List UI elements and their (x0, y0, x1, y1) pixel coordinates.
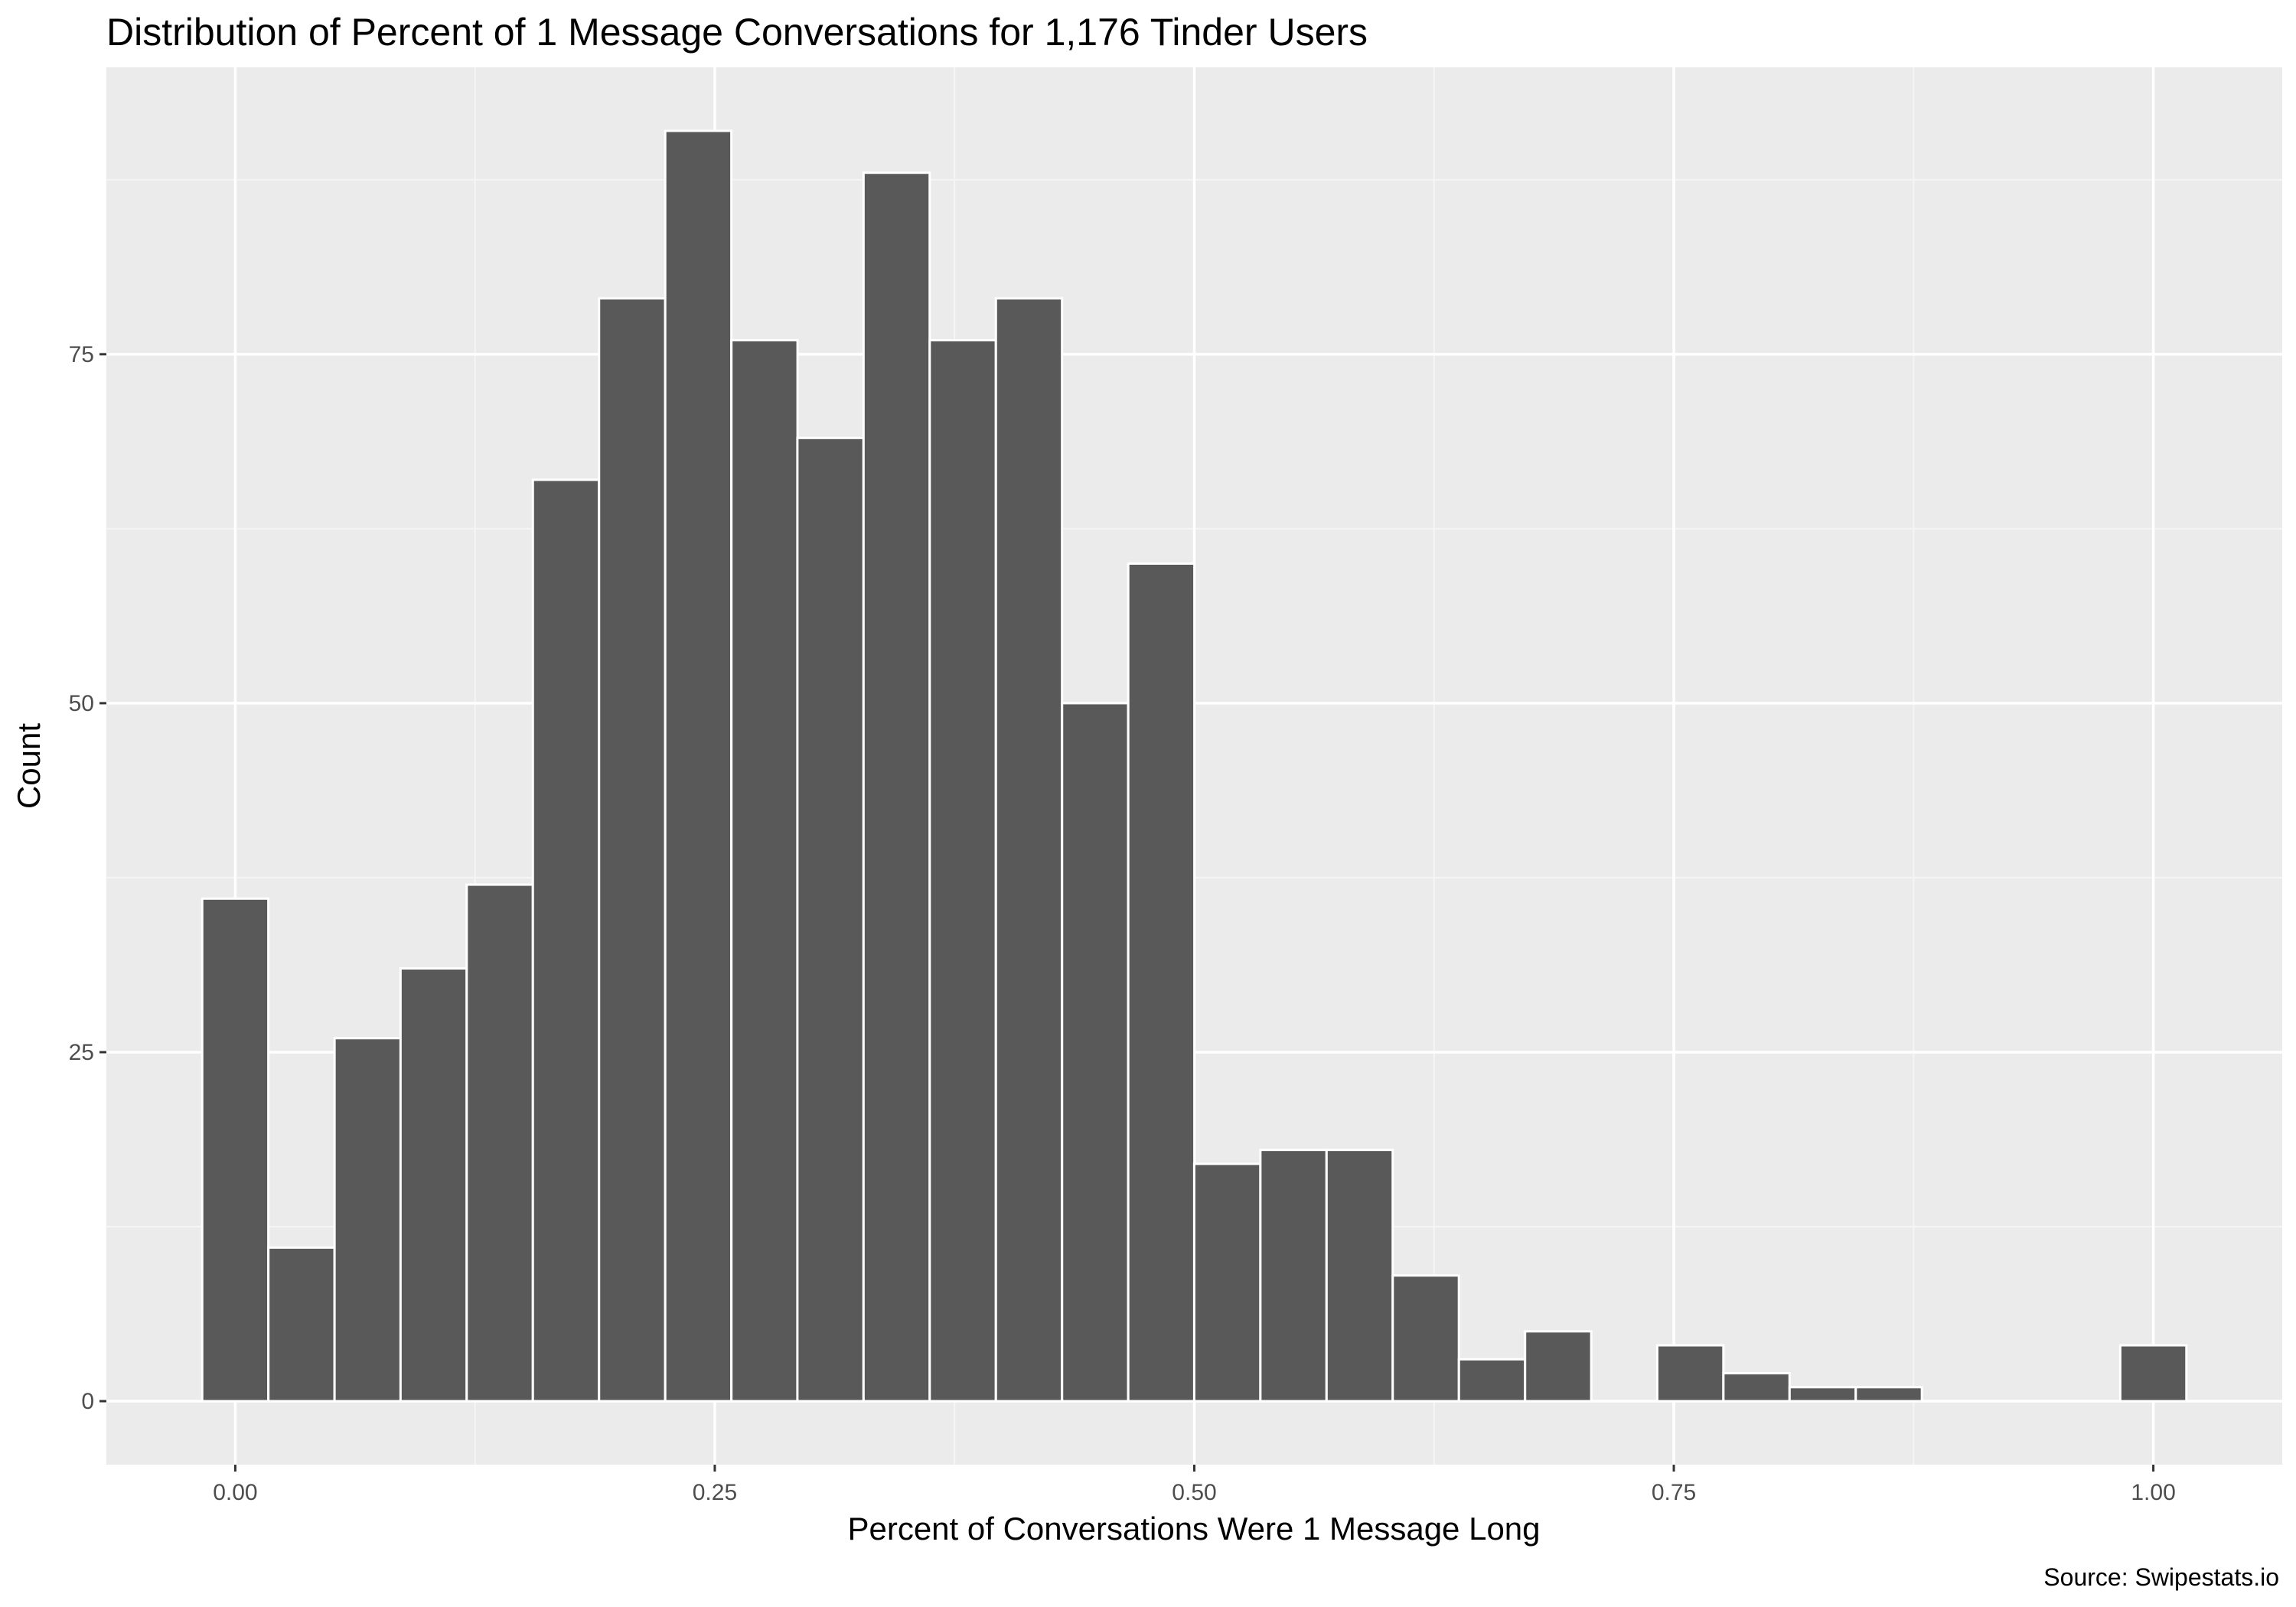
histogram-bar (1061, 702, 1130, 1403)
x-tick-label: 0.25 (693, 1480, 737, 1505)
histogram-bar (465, 883, 534, 1403)
histogram-bar (1127, 562, 1196, 1403)
histogram-bar (333, 1037, 403, 1403)
histogram-bar (862, 171, 931, 1403)
histogram-bar (1854, 1386, 1923, 1403)
y-tick-label: 0 (81, 1389, 94, 1414)
chart-caption: Source: Swipestats.io (2043, 1563, 2279, 1591)
histogram-bar (1524, 1330, 1593, 1403)
histogram-bar (994, 297, 1064, 1403)
histogram-bar (399, 967, 468, 1403)
histogram-bars (201, 129, 2188, 1403)
y-axis: 0 25 50 75 (69, 342, 106, 1414)
x-axis-title: Percent of Conversations Were 1 Message … (847, 1511, 1540, 1547)
y-axis-title: Count (11, 723, 47, 809)
y-tick-label: 75 (69, 342, 94, 367)
chart-title: Distribution of Percent of 1 Message Con… (106, 11, 1368, 54)
histogram-bar (531, 478, 601, 1403)
histogram-bar (201, 897, 270, 1403)
histogram-bar (1457, 1358, 1527, 1403)
histogram-bar (730, 339, 799, 1403)
histogram-bar (1259, 1149, 1328, 1403)
histogram-bar (1192, 1162, 1262, 1403)
histogram-bar (1788, 1386, 1857, 1403)
histogram-bar (1325, 1149, 1394, 1403)
histogram-bar (2118, 1344, 2188, 1403)
x-tick-label: 0.00 (213, 1480, 257, 1505)
histogram-bar (1722, 1372, 1791, 1403)
y-tick-label: 25 (69, 1040, 94, 1065)
histogram-bar (1391, 1274, 1460, 1403)
histogram-bar (267, 1246, 336, 1403)
histogram-bar (1655, 1344, 1725, 1403)
histogram-bar (598, 297, 667, 1403)
x-tick-label: 0.75 (1652, 1480, 1696, 1505)
x-tick-label: 0.50 (1172, 1480, 1216, 1505)
y-tick-label: 50 (69, 691, 94, 716)
histogram-bar (664, 129, 733, 1403)
x-axis: 0.00 0.25 0.50 0.75 1.00 (213, 1465, 2176, 1505)
histogram-bar (796, 436, 865, 1403)
x-tick-label: 1.00 (2131, 1480, 2175, 1505)
histogram-bar (928, 339, 997, 1403)
